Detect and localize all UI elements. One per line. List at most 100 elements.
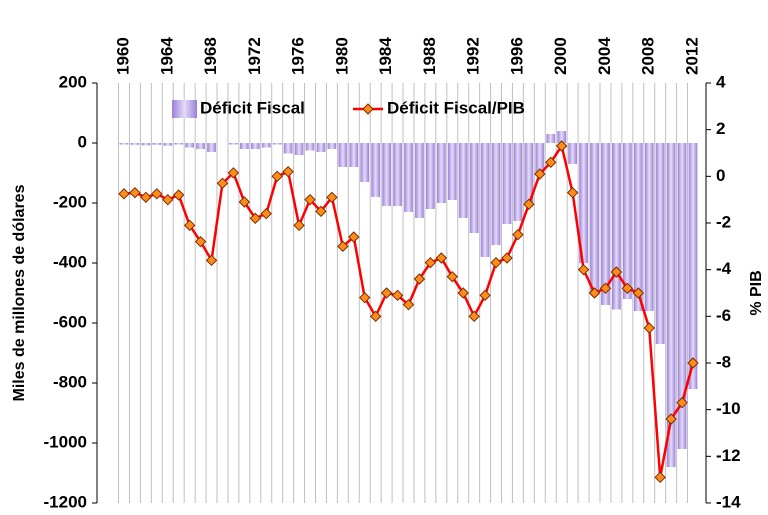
y2-tick-label: -6 xyxy=(716,306,731,325)
bar xyxy=(415,143,424,218)
bar xyxy=(174,143,184,145)
bar xyxy=(327,143,337,149)
marker xyxy=(369,310,382,323)
bar xyxy=(568,143,578,164)
x-tick-label: 2004 xyxy=(595,37,614,75)
y2-tick-label: -14 xyxy=(716,492,741,511)
legend-label: Déficit Fiscal xyxy=(200,98,305,117)
bar xyxy=(261,143,271,148)
legend-swatch xyxy=(172,100,197,118)
y-tick-label: -1000 xyxy=(44,432,87,451)
bar xyxy=(546,134,556,143)
bar xyxy=(152,143,162,145)
bar xyxy=(666,143,676,467)
marker xyxy=(413,273,426,285)
y-tick-label: -800 xyxy=(53,372,87,391)
marker xyxy=(238,196,251,208)
marker xyxy=(227,167,240,179)
bar xyxy=(601,143,610,305)
legend-label: Déficit Fiscal/PIB xyxy=(387,98,525,117)
y-tick-label: -600 xyxy=(53,312,87,331)
bar xyxy=(524,143,534,203)
bar xyxy=(316,143,326,152)
y2-tick-label: 4 xyxy=(716,72,726,91)
y-tick-label: 0 xyxy=(78,132,87,151)
bar xyxy=(283,143,293,154)
marker xyxy=(205,254,218,267)
marker xyxy=(402,298,415,311)
marker xyxy=(588,287,601,299)
y-tick-label: -200 xyxy=(53,192,87,211)
marker xyxy=(468,310,480,323)
marker xyxy=(140,191,152,204)
bar xyxy=(272,143,282,145)
marker xyxy=(687,357,699,369)
marker xyxy=(610,266,623,278)
bar xyxy=(535,143,545,173)
x-tick-label: 1964 xyxy=(157,37,176,75)
bar xyxy=(579,143,588,263)
marker xyxy=(643,322,655,334)
y-tick-label: 200 xyxy=(59,72,87,91)
bar xyxy=(502,143,512,224)
x-tick-label: 1968 xyxy=(201,37,220,75)
bar xyxy=(207,143,216,152)
marker xyxy=(523,198,535,211)
bar xyxy=(622,143,632,299)
marker xyxy=(271,170,283,183)
marker xyxy=(599,282,612,295)
marker xyxy=(654,471,666,484)
marker xyxy=(545,156,557,169)
marker xyxy=(359,291,371,304)
marker xyxy=(348,231,360,243)
marker xyxy=(566,186,579,199)
y-tick-label: -1200 xyxy=(44,492,87,511)
marker xyxy=(260,207,272,220)
bar xyxy=(426,143,435,209)
x-tick-label: 1960 xyxy=(113,37,132,75)
marker xyxy=(665,413,677,425)
bar xyxy=(404,143,413,212)
bar xyxy=(130,143,140,145)
x-tick-label: 1996 xyxy=(507,37,526,75)
bar xyxy=(196,143,205,149)
marker xyxy=(380,287,393,299)
y2-tick-label: 2 xyxy=(716,119,725,138)
y2-tick-label: -8 xyxy=(716,352,731,371)
marker xyxy=(337,240,349,253)
marker xyxy=(446,270,458,283)
y-tick-label: -400 xyxy=(53,252,87,271)
marker xyxy=(118,188,130,200)
x-tick-label: 1984 xyxy=(376,37,395,75)
x-tick-label: 2012 xyxy=(682,37,701,75)
marker xyxy=(534,168,546,180)
bar xyxy=(458,143,468,218)
bar xyxy=(447,143,457,200)
bar xyxy=(371,143,381,197)
marker xyxy=(490,256,502,269)
bar xyxy=(513,143,523,221)
bar xyxy=(185,143,195,148)
bar xyxy=(655,143,665,344)
marker xyxy=(304,193,316,206)
bar xyxy=(688,143,698,389)
bar xyxy=(612,143,621,310)
marker xyxy=(216,177,229,190)
marker xyxy=(632,287,644,299)
y2-tick-label: -4 xyxy=(716,259,732,278)
marker xyxy=(457,287,469,299)
bar xyxy=(469,143,479,233)
y2-axis-label: % PIB xyxy=(748,270,765,315)
bar xyxy=(480,143,490,257)
marker xyxy=(151,188,163,200)
marker xyxy=(194,235,207,248)
marker xyxy=(326,191,338,204)
bar xyxy=(557,131,567,143)
bar xyxy=(239,143,249,149)
y2-tick-label: -2 xyxy=(716,212,731,231)
x-tick-label: 1976 xyxy=(289,37,308,75)
y2-tick-label: -10 xyxy=(716,399,741,418)
marker xyxy=(501,252,513,264)
x-tick-label: 2008 xyxy=(639,37,658,75)
